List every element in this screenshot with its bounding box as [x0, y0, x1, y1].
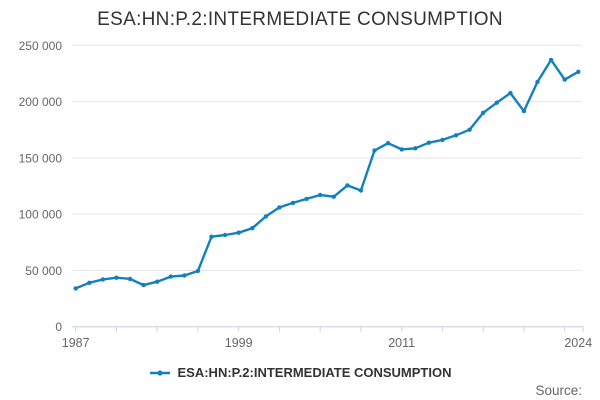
data-point[interactable]	[127, 276, 133, 282]
data-point[interactable]	[73, 286, 78, 291]
source-label: Source:	[535, 383, 582, 398]
x-axis-label: 1999	[225, 336, 253, 350]
data-point[interactable]	[385, 141, 391, 146]
y-axis-label: 150 000	[19, 151, 63, 165]
data-point[interactable]	[535, 79, 540, 85]
data-point[interactable]	[331, 194, 336, 199]
data-point[interactable]	[263, 214, 269, 219]
data-point[interactable]	[521, 108, 527, 114]
data-point[interactable]	[548, 57, 554, 63]
x-axis-label: 2011	[388, 336, 415, 350]
data-point[interactable]	[576, 69, 581, 75]
data-point[interactable]	[290, 200, 296, 206]
data-point[interactable]	[236, 230, 241, 235]
legend-line-marker	[149, 369, 170, 376]
data-point[interactable]	[481, 110, 486, 116]
series-line[interactable]	[74, 58, 580, 290]
data-point[interactable]	[141, 282, 146, 288]
data-point[interactable]	[508, 90, 513, 96]
y-axis-label: 50 000	[25, 264, 62, 278]
data-point[interactable]	[562, 77, 567, 82]
y-axis-label: 100 000	[19, 208, 63, 222]
data-point[interactable]	[155, 279, 160, 284]
legend-item[interactable]: ESA:HN:P.2:INTERMEDIATE CONSUMPTION	[149, 365, 452, 380]
data-point[interactable]	[467, 127, 472, 132]
data-point[interactable]	[114, 275, 119, 280]
x-axis-label: 2024	[564, 336, 592, 350]
data-point[interactable]	[182, 273, 187, 278]
legend: ESA:HN:P.2:INTERMEDIATE CONSUMPTION	[0, 365, 600, 380]
x-axis-label: 1987	[62, 336, 90, 350]
data-point[interactable]	[372, 148, 377, 153]
data-point[interactable]	[87, 280, 92, 285]
data-point[interactable]	[304, 196, 309, 202]
data-point[interactable]	[453, 133, 459, 138]
chart-canvas[interactable]: 0 50 000 100 000 150 000 200 000 250 000 1987 1…	[0, 0, 600, 360]
data-point[interactable]	[426, 140, 432, 145]
data-point[interactable]	[195, 268, 201, 274]
data-point[interactable]	[494, 100, 499, 105]
data-point[interactable]	[345, 183, 350, 188]
y-axis-label: 0	[55, 320, 62, 334]
data-point[interactable]	[358, 188, 364, 193]
data-point[interactable]	[222, 232, 228, 238]
data-point[interactable]	[399, 147, 404, 152]
data-point[interactable]	[277, 205, 282, 210]
data-point[interactable]	[209, 234, 214, 239]
chart-title: ESA:HN:P.2:INTERMEDIATE CONSUMPTION	[97, 9, 503, 30]
data-point[interactable]	[168, 274, 173, 279]
data-point[interactable]	[413, 146, 418, 151]
data-point[interactable]	[250, 226, 255, 231]
y-axis-label: 200 000	[19, 95, 63, 109]
data-point[interactable]	[318, 192, 323, 198]
data-point[interactable]	[440, 137, 445, 143]
y-axis-label: 250 000	[19, 39, 63, 53]
data-point[interactable]	[100, 277, 106, 282]
legend-item-label: ESA:HN:P.2:INTERMEDIATE CONSUMPTION	[177, 365, 452, 380]
